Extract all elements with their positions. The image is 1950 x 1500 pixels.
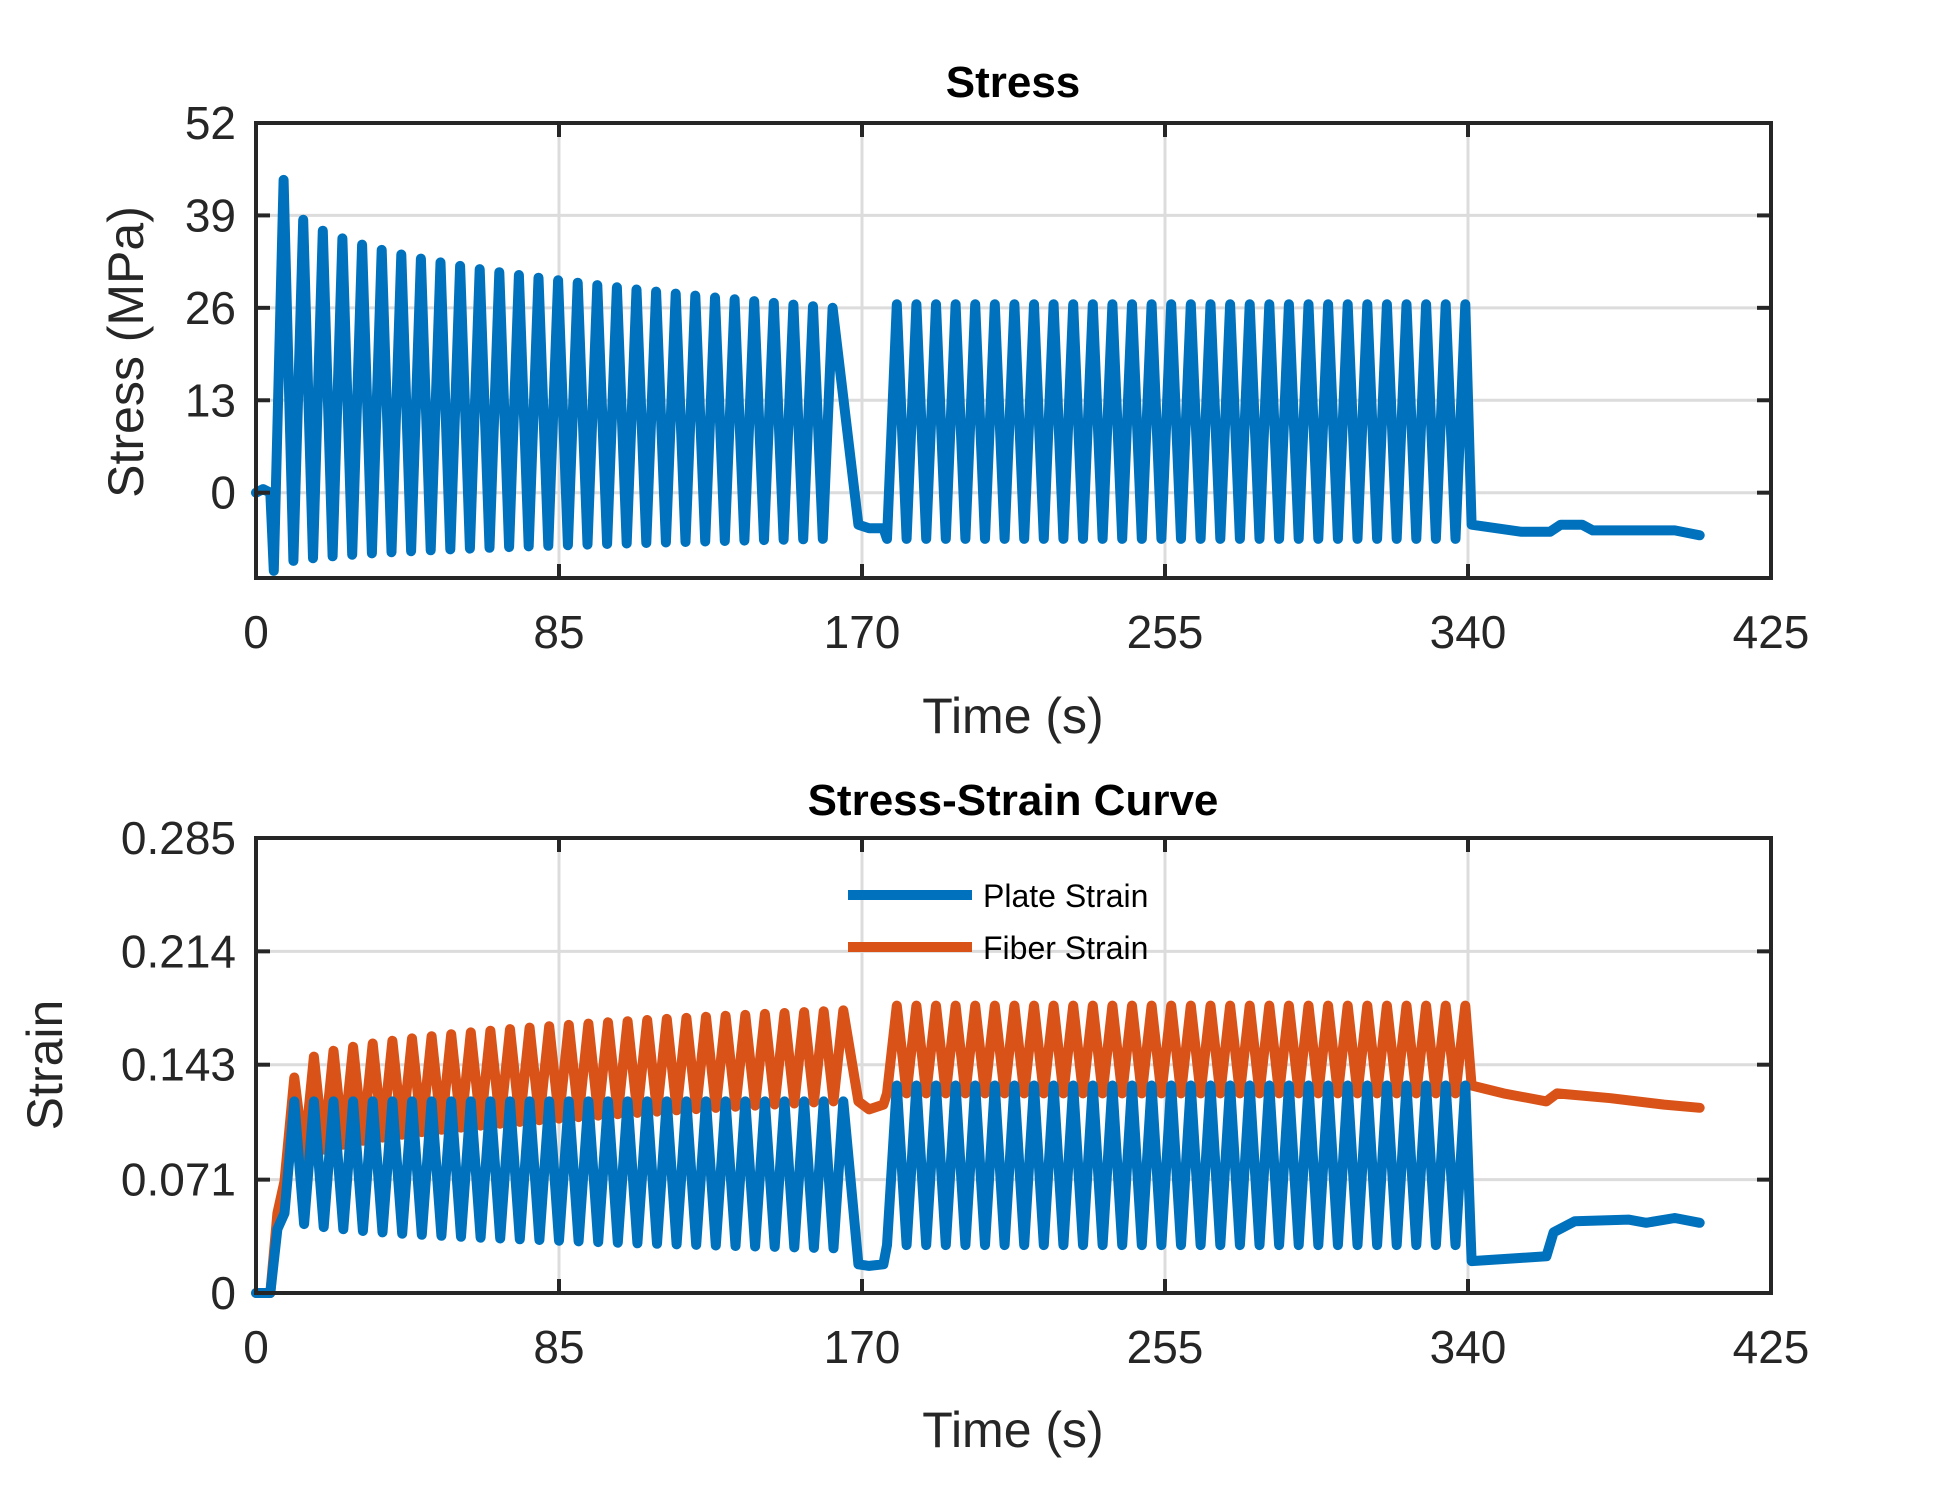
strain-x-axis-label: Time (s) bbox=[922, 1402, 1103, 1458]
stress-ytick-label: 26 bbox=[185, 282, 236, 334]
plate-strain-line bbox=[251, 1080, 1705, 1298]
strain-xtick-label: 340 bbox=[1430, 1321, 1507, 1373]
strain-chart-title: Stress-Strain Curve bbox=[808, 776, 1219, 825]
stress-xtick-label: 255 bbox=[1127, 606, 1204, 658]
strain-xtick-label: 255 bbox=[1127, 1321, 1204, 1373]
stress-xtick-label: 0 bbox=[243, 606, 269, 658]
legend-label-plate-strain: Plate Strain bbox=[983, 878, 1148, 914]
strain-ytick-label: 0.285 bbox=[121, 812, 236, 864]
strain-xtick-label: 0 bbox=[243, 1321, 269, 1373]
strain-ytick-label: 0.071 bbox=[121, 1154, 236, 1206]
stress-ytick-label: 13 bbox=[185, 374, 236, 426]
stress-xtick-label: 85 bbox=[533, 606, 584, 658]
stress-axes: 0 85 170 255 340 425 0 13 26 39 52 Stress Time (s)… bbox=[98, 58, 1809, 744]
stress-xtick-label: 425 bbox=[1733, 606, 1810, 658]
strain-y-axis-label: Strain bbox=[17, 1000, 73, 1131]
stress-xtick-label: 340 bbox=[1430, 606, 1507, 658]
stress-lines bbox=[251, 174, 1705, 576]
fiber-strain-line bbox=[251, 1000, 1705, 1298]
stress-x-axis-label: Time (s) bbox=[922, 688, 1103, 744]
strain-xtick-label: 170 bbox=[824, 1321, 901, 1373]
stress-ticks: 0 85 170 255 340 425 0 13 26 39 52 bbox=[185, 97, 1810, 658]
stress-xtick-label: 170 bbox=[824, 606, 901, 658]
stress-ytick-label: 39 bbox=[185, 189, 236, 241]
stress-chart-title: Stress bbox=[946, 58, 1081, 107]
legend-label-fiber-strain: Fiber Strain bbox=[983, 930, 1148, 966]
strain-ytick-label: 0 bbox=[210, 1267, 236, 1319]
stress-axes-frame bbox=[254, 121, 1773, 580]
strain-ytick-label: 0.214 bbox=[121, 925, 236, 977]
strain-xtick-label: 425 bbox=[1733, 1321, 1810, 1373]
stress-y-axis-label: Stress (MPa) bbox=[98, 206, 154, 498]
strain-ticks: 0 85 170 255 340 425 0 0.071 0.143 0.214 0.285 bbox=[121, 812, 1810, 1373]
stress-ytick-label: 52 bbox=[185, 97, 236, 149]
stress-ytick-label: 0 bbox=[210, 467, 236, 519]
strain-xtick-label: 85 bbox=[533, 1321, 584, 1373]
strain-ytick-label: 0.143 bbox=[121, 1039, 236, 1091]
strain-lines bbox=[251, 1000, 1705, 1298]
strain-legend: Plate Strain Fiber Strain bbox=[848, 878, 1148, 966]
strain-axes: 0 85 170 255 340 425 0 0.071 0.143 0.214 0.285 Str… bbox=[17, 776, 1809, 1458]
stress-series-line bbox=[251, 174, 1705, 576]
